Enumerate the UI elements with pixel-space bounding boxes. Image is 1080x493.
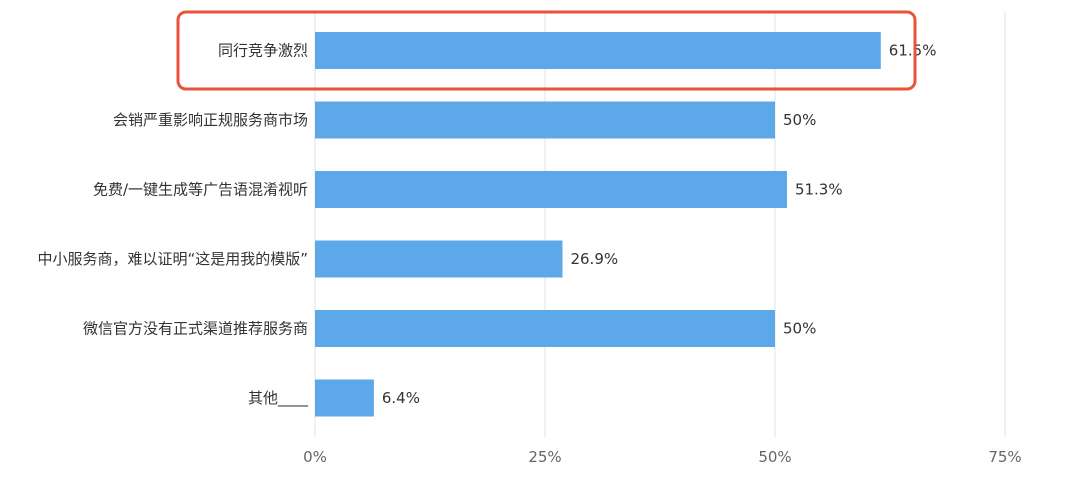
- x-tick-label: 75%: [988, 448, 1021, 466]
- data-label: 61.5%: [889, 42, 937, 60]
- x-tick-label: 25%: [528, 448, 561, 466]
- category-label: 同行竞争激烈: [218, 42, 308, 60]
- data-label: 50%: [783, 320, 816, 338]
- bar[interactable]: [315, 310, 775, 347]
- x-tick-label: 0%: [303, 448, 327, 466]
- bar[interactable]: [315, 240, 563, 278]
- highlight-box: [176, 10, 917, 91]
- data-label: 6.4%: [382, 389, 420, 407]
- category-label: 免费/一键生成等广告语混淆视听: [93, 181, 308, 199]
- bar[interactable]: [315, 32, 881, 69]
- category-label: 其他____: [248, 389, 309, 408]
- category-label: 中小服务商，难以证明“这是用我的模版”: [37, 250, 308, 268]
- bar[interactable]: [315, 101, 775, 139]
- data-label: 51.3%: [795, 181, 843, 199]
- category-label: 微信官方没有正式渠道推荐服务商: [83, 320, 308, 338]
- bar[interactable]: [315, 379, 374, 417]
- data-label: 26.9%: [570, 250, 618, 268]
- bar[interactable]: [315, 171, 787, 208]
- x-tick-label: 50%: [758, 448, 791, 466]
- category-label: 会销严重影响正规服务商市场: [113, 111, 308, 129]
- data-label: 50%: [783, 111, 816, 129]
